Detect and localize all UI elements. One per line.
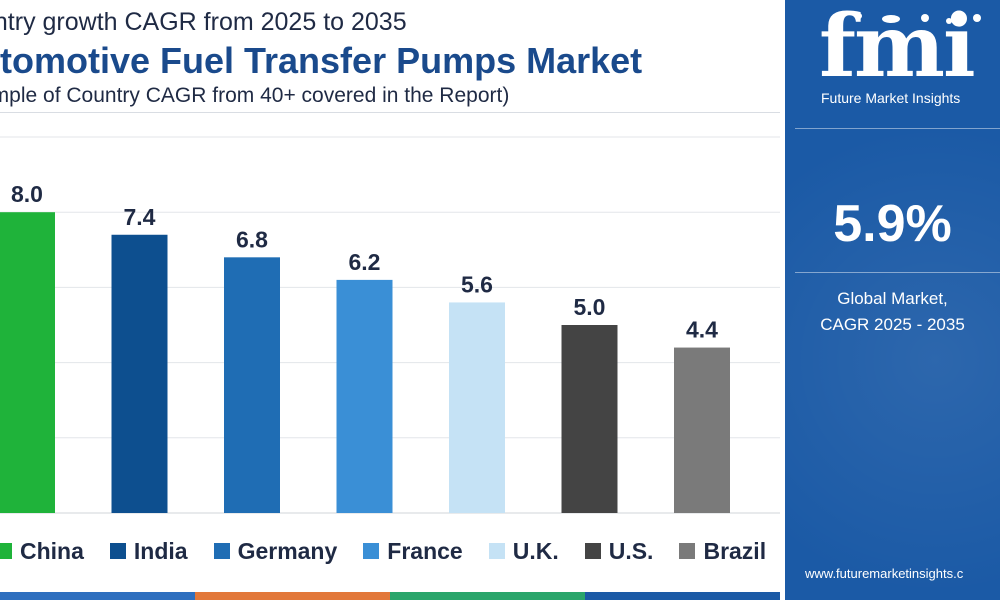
header-divider bbox=[0, 112, 780, 113]
chart-subtitle-bottom: ample of Country CAGR from 40+ covered i… bbox=[0, 84, 510, 107]
bar-value-label: 6.2 bbox=[349, 249, 381, 275]
strip-segment bbox=[585, 592, 780, 600]
bar-india bbox=[111, 234, 168, 513]
bar-france bbox=[336, 279, 393, 513]
bar-china bbox=[0, 212, 55, 513]
website-link[interactable]: www.futuremarketinsights.c bbox=[805, 566, 964, 581]
legend-item: Germany bbox=[213, 537, 338, 565]
legend-label: Brazil bbox=[703, 537, 767, 564]
global-cagr-value: 5.9% bbox=[833, 195, 952, 253]
legend-label: France bbox=[387, 537, 463, 564]
logo-map-icon bbox=[831, 13, 981, 24]
logo-letters: fmi bbox=[819, 0, 976, 97]
chart-title: utomotive Fuel Transfer Pumps Market bbox=[0, 40, 643, 81]
bar-value-label: 6.8 bbox=[236, 226, 268, 252]
panel-texture bbox=[785, 0, 1000, 600]
global-cagr-caption: Global Market, CAGR 2025 - 2035 bbox=[785, 286, 1000, 338]
legend-item: India bbox=[109, 537, 188, 565]
legend-label: U.K. bbox=[512, 537, 559, 564]
legend-item: Brazil bbox=[679, 538, 766, 565]
panel-divider-top bbox=[795, 128, 1000, 129]
legend-label: India bbox=[133, 537, 188, 564]
legend-item: U.K. bbox=[488, 537, 559, 565]
legend-item: France bbox=[363, 537, 463, 565]
chart-subtitle-top: untry growth CAGR from 2025 to 2035 bbox=[0, 8, 407, 36]
chart-area: 8.0 7.4 6.8 6.2 5.6 5.0 4.4 bbox=[0, 114, 780, 534]
legend-swatch bbox=[109, 543, 126, 559]
global-cagr-caption-line2: CAGR 2025 - 2035 bbox=[820, 315, 965, 334]
bar-germany bbox=[224, 257, 280, 513]
panel-divider-middle bbox=[795, 272, 1000, 273]
legend-swatch bbox=[679, 543, 696, 559]
legend-swatch bbox=[213, 543, 230, 559]
strip-segment bbox=[195, 592, 390, 600]
legend-swatch bbox=[488, 543, 505, 559]
global-cagr-caption-line1: Global Market, bbox=[837, 289, 948, 308]
legend-label: U.S. bbox=[608, 537, 654, 564]
legend-swatch bbox=[0, 543, 12, 559]
legend-swatch bbox=[584, 543, 601, 559]
legend-swatch bbox=[363, 543, 380, 559]
bar-value-label: 4.4 bbox=[686, 317, 718, 343]
bar-value-label: 5.0 bbox=[574, 294, 606, 320]
bottom-color-strip bbox=[0, 592, 780, 600]
info-panel: fmi Future Market Insights 5.9% Global M… bbox=[785, 0, 1000, 600]
legend-item: China bbox=[0, 538, 84, 565]
bar-chart: 8.0 7.4 6.8 6.2 5.6 5.0 4.4 bbox=[0, 136, 780, 514]
legend-item: U.S. bbox=[584, 537, 654, 565]
bar-brazil bbox=[674, 347, 730, 513]
logo-caption: Future Market Insights bbox=[821, 90, 961, 106]
chart-legend: China India Germany France U.K. U.S. Brazil bbox=[0, 536, 792, 566]
legend-label: Germany bbox=[237, 537, 338, 564]
strip-segment bbox=[0, 592, 195, 600]
bar-value-label: 7.4 bbox=[124, 204, 156, 230]
bar-uk bbox=[449, 302, 505, 513]
bar-us bbox=[561, 325, 618, 513]
bar-value-label: 8.0 bbox=[11, 181, 43, 207]
strip-segment bbox=[390, 592, 585, 600]
chart-header: untry growth CAGR from 2025 to 2035 utom… bbox=[0, 0, 780, 110]
bar-value-label: 5.6 bbox=[461, 271, 493, 297]
legend-label: China bbox=[20, 537, 84, 564]
